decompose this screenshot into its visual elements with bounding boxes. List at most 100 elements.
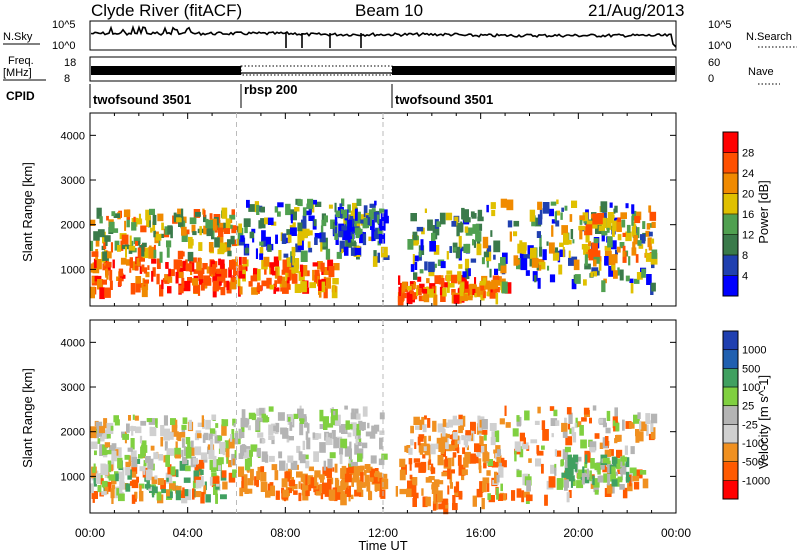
- velocity-echo-3-153: [379, 430, 385, 435]
- velocity-echo-7-23: [589, 470, 592, 482]
- velocity-echo-1-87: [228, 439, 235, 449]
- velocity-echo-3-130: [357, 453, 363, 462]
- power-data-cells: [90, 198, 658, 306]
- power-echo-0-124: [234, 278, 237, 285]
- velocity-echo-6-74: [650, 427, 656, 440]
- velocity-echo-0-114: [157, 478, 165, 485]
- power-echo-7-161: [551, 225, 554, 237]
- power-echo-7-39: [561, 207, 564, 212]
- power-echo-1-82: [187, 251, 194, 262]
- velocity-echo-7-20: [620, 456, 625, 468]
- power-echo-1-133: [223, 228, 231, 234]
- velocity-echo-3-4: [246, 418, 250, 425]
- power-echo-8-47: [626, 224, 631, 233]
- power-echo-0-108: [179, 259, 183, 267]
- power-echo-6-74: [468, 268, 471, 277]
- power-echo-2-27: [279, 281, 282, 288]
- power-echo-6-71: [464, 226, 469, 233]
- power-echo-0-109: [118, 277, 122, 286]
- velocity-echo-6-103: [629, 467, 637, 479]
- velocity-echo-6-147: [604, 449, 612, 457]
- velocity-echo-2-64: [293, 490, 298, 495]
- power-echo-1-2: [138, 213, 141, 222]
- velocity-echo-0-121: [182, 487, 185, 498]
- power-echo-0-147: [181, 277, 185, 289]
- velocity-echo-1-48: [130, 438, 135, 450]
- velocity-echo-0-102: [95, 473, 101, 484]
- velocity-echo-6-149: [553, 409, 558, 417]
- power-echo-3-147: [256, 204, 260, 215]
- power-echo-3-134: [259, 246, 264, 256]
- power-echo-2-88: [291, 273, 298, 284]
- power-ytick-label-3: 4000: [61, 130, 85, 142]
- velocity-echo-1-85: [160, 436, 164, 447]
- power-echo-7-97: [555, 210, 561, 216]
- power-echo-7-10: [494, 268, 499, 275]
- power-echo-8-33: [638, 244, 644, 249]
- velocity-echo-5-38: [465, 430, 471, 436]
- velocity-echo-2-31: [332, 467, 335, 472]
- velocity-echo-7-51: [597, 467, 601, 475]
- power-echo-7-93: [636, 211, 642, 220]
- power-echo-0-65: [162, 278, 166, 283]
- power-echo-4-17: [368, 209, 374, 220]
- power-echo-7-152: [534, 275, 537, 283]
- velocity-echo-2-127: [242, 474, 248, 484]
- velocity-echo-6-66: [615, 435, 620, 442]
- power-echo-2-95: [253, 268, 258, 275]
- power-echo-6-47: [431, 232, 436, 242]
- power-echo-7-160: [562, 247, 565, 258]
- velocity-echo-5-58: [410, 439, 414, 446]
- velocity-echo-3-9: [370, 455, 377, 464]
- velocity-echo-7-22: [592, 475, 595, 486]
- power-echo-1-144: [93, 231, 100, 241]
- power-echo-3-16: [308, 206, 312, 215]
- power-echo-3-138: [380, 246, 388, 258]
- power-echo-3-108: [306, 230, 313, 236]
- power-echo-5-24: [440, 278, 445, 288]
- power-echo-1-69: [135, 241, 139, 246]
- power-echo-2-61: [286, 277, 290, 290]
- power-echo-5-72: [467, 284, 471, 290]
- velocity-colorbar-label-4: -25: [742, 419, 758, 431]
- power-echo-8-75: [607, 212, 614, 224]
- power-echo-3-117: [350, 247, 357, 256]
- power-echo-4-46: [334, 233, 339, 240]
- velocity-echo-0-133: [145, 469, 153, 481]
- power-echo-7-141: [519, 240, 523, 249]
- power-echo-5-32: [416, 288, 422, 296]
- velocity-echo-2-121: [322, 482, 329, 489]
- velocity-echo-0-153: [131, 479, 139, 489]
- velocity-echo-4-82: [450, 469, 455, 474]
- power-echo-7-14: [633, 278, 640, 284]
- velocity-echo-1-146: [175, 419, 178, 429]
- velocity-echo-3-88: [305, 460, 310, 469]
- power-echo-1-83: [188, 236, 193, 249]
- velocity-echo-0-51: [108, 474, 116, 481]
- power-echo-8-42: [616, 246, 621, 253]
- power-echo-2-55: [266, 277, 272, 289]
- velocity-echo-2-134: [319, 483, 322, 492]
- velocity-echo-4-106: [447, 468, 451, 480]
- velocity-echo-6-115: [534, 420, 540, 425]
- power-echo-3-30: [248, 204, 256, 212]
- velocity-echo-5-77: [438, 442, 446, 452]
- power-echo-3-91: [267, 217, 274, 225]
- velocity-colorbar-label-0: 1000: [742, 345, 766, 357]
- velocity-echo-3-149: [299, 454, 306, 464]
- power-echo-8-39: [646, 223, 651, 230]
- velocity-echo-6-145: [602, 422, 607, 428]
- velocity-color-1: [723, 461, 738, 481]
- power-echo-5-94: [472, 288, 476, 296]
- power-echo-1-77: [198, 242, 203, 251]
- velocity-echo-3-144: [255, 419, 260, 431]
- power-echo-3-58: [277, 202, 284, 208]
- power-echo-2-47: [300, 265, 308, 277]
- power-echo-5-97: [466, 295, 473, 301]
- velocity-echo-5-29: [428, 444, 431, 453]
- velocity-echo-5-46: [456, 419, 463, 426]
- power-echo-7-173: [482, 236, 489, 249]
- velocity-echo-2-63: [274, 470, 279, 481]
- velocity-echo-3-128: [257, 432, 264, 438]
- velocity-echo-2-42: [302, 492, 309, 501]
